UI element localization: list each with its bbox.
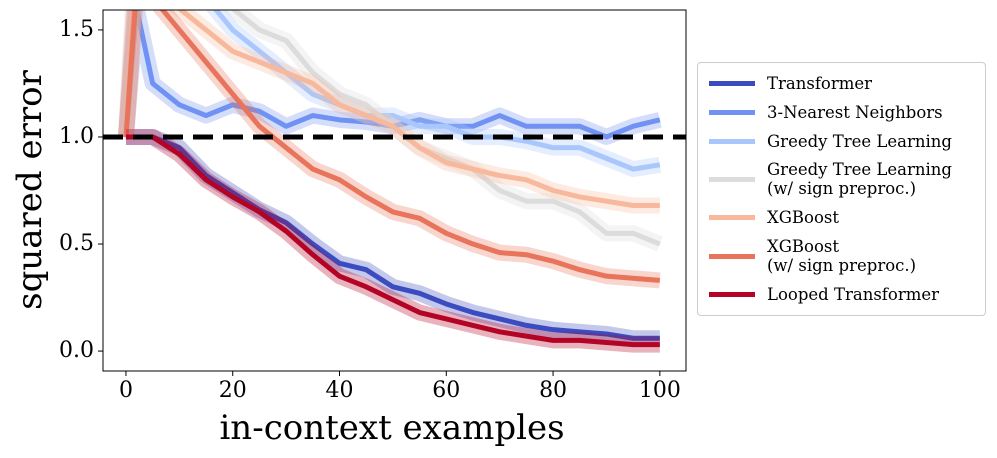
legend-label: Transformer [767,73,873,93]
legend-entry: Greedy Tree Learning [704,132,979,151]
series-line [123,10,661,283]
legend: Transformer 3-Nearest Neighbors Greedy Tre… [697,62,986,316]
series-line [123,10,660,208]
plot-frame [102,9,687,372]
x-axis-label: in-context examples [219,408,564,448]
legend-swatch [709,109,755,115]
legend-label: Greedy Tree Learning (w/ sign preproc.) [767,160,952,199]
y-axis-label: squared error [10,69,50,309]
series-line [125,134,660,341]
series-line [125,134,660,348]
y-tick-label: 1.0 [59,124,94,149]
series-line [123,10,661,247]
legend-entry: XGBoost [704,208,979,227]
legend-swatch [709,138,755,144]
legend-label: XGBoost [767,208,840,228]
y-tick-label: 1.5 [59,17,94,42]
legend-entry: Greedy Tree Learning (w/ sign preproc.) [704,160,979,198]
legend-label: Looped Transformer [767,284,940,304]
x-tick-label: 60 [432,378,460,403]
legend-entry: 3-Nearest Neighbors [704,103,979,122]
x-tick-label: 80 [539,378,567,403]
legend-entry: XGBoost (w/ sign preproc.) [704,237,979,275]
y-tick-label: 0.5 [59,231,94,256]
x-tick-label: 20 [219,378,247,403]
legend-swatch [709,215,755,221]
legend-entry: Looped Transformer [704,285,979,304]
x-tick-label: 0 [119,378,133,403]
legend-entry: Transformer [704,74,979,93]
series-line [123,10,661,140]
legend-swatch [709,176,755,182]
legend-label: XGBoost (w/ sign preproc.) [767,237,917,276]
plot-lines [103,10,686,353]
x-tick-label: 40 [326,378,354,403]
legend-swatch [709,80,755,86]
legend-swatch [709,253,755,259]
x-tick-label: 100 [639,378,681,403]
legend-swatch [709,291,755,297]
legend-label: Greedy Tree Learning [767,131,952,151]
legend-label: 3-Nearest Neighbors [767,102,943,122]
y-tick-label: 0.0 [59,338,94,363]
